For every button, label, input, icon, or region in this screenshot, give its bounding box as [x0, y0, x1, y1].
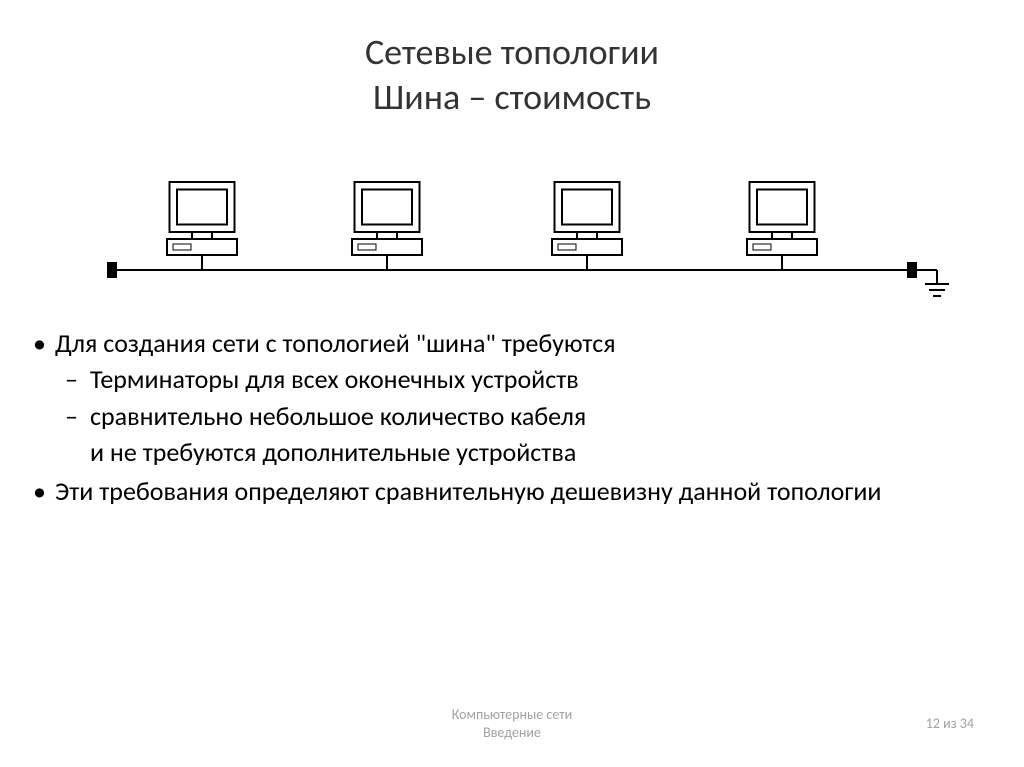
- sub-bullet-1: Терминаторы для всех оконечных устройств: [90, 361, 994, 397]
- page-number: 12 из 34: [926, 715, 974, 732]
- title-line-1: Сетевые топологии: [365, 30, 659, 74]
- footer: Компьютерные сети Введение 12 из 34: [0, 706, 1024, 742]
- footer-line-2: Введение: [483, 724, 541, 741]
- slide-title: Сетевые топологии Шина – стоимость: [20, 30, 1004, 120]
- title-line-2: Шина – стоимость: [373, 75, 651, 119]
- bullet-2: Эти требования определяют сравнительную …: [55, 473, 994, 509]
- bullet-1-text: Для создания сети с топологией "шина" тр…: [55, 327, 616, 359]
- sub-bullet-2: сравнительно небольшое количество кабеля: [90, 398, 994, 434]
- content-area: Для создания сети с топологией "шина" тр…: [20, 325, 1004, 509]
- footer-center: Компьютерные сети Введение: [452, 706, 573, 742]
- bullet-1: Для создания сети с топологией "шина" тр…: [55, 325, 994, 471]
- continuation-text: и не требуются дополнительные устройства: [55, 434, 994, 470]
- footer-line-1: Компьютерные сети: [452, 706, 573, 723]
- bus-topology-diagram: [62, 150, 962, 300]
